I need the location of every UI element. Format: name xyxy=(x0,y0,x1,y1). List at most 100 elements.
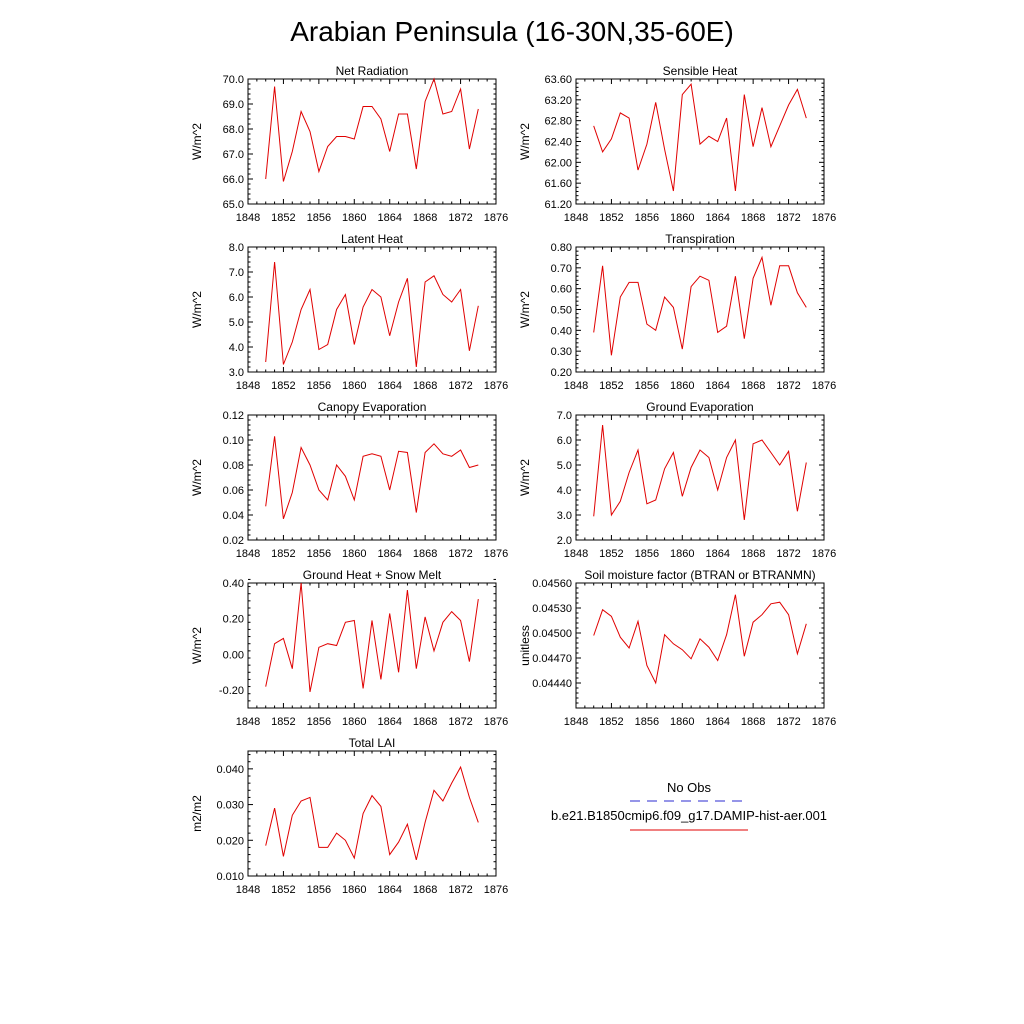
y-tick-label: 8.0 xyxy=(229,242,244,254)
y-axis-label: W/m^2 xyxy=(518,123,532,160)
x-tick-label: 1872 xyxy=(776,212,800,224)
y-tick-label: 0.04440 xyxy=(532,678,572,690)
y-tick-label: 0.010 xyxy=(216,871,244,883)
panel-title: Ground Evaporation xyxy=(646,400,753,414)
x-tick-label: 1860 xyxy=(342,716,366,728)
panel-transpiration: Transpiration 1848 1852 1856 1860 1864 1868 187… xyxy=(518,232,836,392)
y-tick-label: 67.0 xyxy=(223,149,244,161)
plot-frame xyxy=(247,414,497,541)
x-tick-label: 1872 xyxy=(776,548,800,560)
y-axis-label: m2/m2 xyxy=(190,795,204,832)
y-tick-label: 3.0 xyxy=(229,367,244,379)
x-tick-label: 1852 xyxy=(271,548,295,560)
x-tick-label: 1852 xyxy=(599,716,623,728)
x-tick-label: 1856 xyxy=(635,212,659,224)
series-line xyxy=(265,261,479,368)
panel-title: Total LAI xyxy=(349,736,396,750)
x-tick-label: 1864 xyxy=(705,716,729,728)
y-tick-label: 6.0 xyxy=(229,292,244,304)
y-tick-label: 0.04560 xyxy=(532,578,572,590)
x-tick-label: 1860 xyxy=(670,212,694,224)
panel-title: Canopy Evaporation xyxy=(318,400,427,414)
y-tick-label: 0.04530 xyxy=(532,603,572,615)
x-tick-label: 1856 xyxy=(307,212,331,224)
panel-total-lai: Total LAI 1848 1852 1856 1860 1864 1868 1872 187… xyxy=(190,736,508,896)
series-line xyxy=(265,582,479,692)
x-tick-label: 1860 xyxy=(670,716,694,728)
series-line xyxy=(265,765,479,861)
y-tick-label: 68.0 xyxy=(223,124,244,136)
panel-soil-moisture-factor-btran-or-btranmn: Soil moisture factor (BTRAN or BTRANMN) 1… xyxy=(518,568,836,728)
y-tick-label: 0.00 xyxy=(223,649,244,661)
y-tick-label: 62.00 xyxy=(544,157,572,169)
x-tick-label: 1876 xyxy=(484,716,508,728)
x-tick-label: 1848 xyxy=(236,884,260,896)
x-tick-label: 1852 xyxy=(599,548,623,560)
y-tick-label: 0.30 xyxy=(551,346,572,358)
x-tick-label: 1868 xyxy=(413,884,437,896)
y-axis-label: W/m^2 xyxy=(518,459,532,496)
x-tick-label: 1868 xyxy=(741,212,765,224)
y-tick-label: 0.80 xyxy=(551,242,572,254)
x-tick-label: 1856 xyxy=(307,716,331,728)
x-tick-label: 1864 xyxy=(705,212,729,224)
panel-title: Soil moisture factor (BTRAN or BTRANMN) xyxy=(584,568,815,582)
y-tick-label: 0.030 xyxy=(216,800,244,812)
y-tick-label: 0.70 xyxy=(551,263,572,275)
y-tick-label: 0.10 xyxy=(223,435,244,447)
y-tick-label: 6.0 xyxy=(557,435,572,447)
panel-canopy-evaporation: Canopy Evaporation 1848 1852 1856 1860 1864 18… xyxy=(190,400,508,560)
x-tick-label: 1868 xyxy=(413,548,437,560)
y-tick-label: 0.040 xyxy=(216,764,244,776)
x-tick-label: 1856 xyxy=(635,548,659,560)
x-tick-label: 1876 xyxy=(812,716,836,728)
panel-title: Net Radiation xyxy=(336,64,409,78)
y-axis-label: W/m^2 xyxy=(190,123,204,160)
panels: Net Radiation 1848 1852 1856 1860 1864 1868 187… xyxy=(190,64,836,896)
panel-net-radiation: Net Radiation 1848 1852 1856 1860 1864 1868 187… xyxy=(190,64,508,224)
panel-ground-evaporation: Ground Evaporation 1848 1852 1856 1860 1864 18… xyxy=(518,400,836,560)
x-tick-label: 1864 xyxy=(377,380,401,392)
legend-label-model: b.e21.B1850cmip6.f09_g17.DAMIP-hist-aer.… xyxy=(551,808,827,823)
x-tick-label: 1860 xyxy=(342,548,366,560)
x-tick-label: 1872 xyxy=(448,884,472,896)
y-tick-label: 0.04 xyxy=(223,510,244,522)
y-tick-label: 62.80 xyxy=(544,116,572,128)
x-tick-label: 1848 xyxy=(564,548,588,560)
x-tick-label: 1860 xyxy=(342,884,366,896)
y-tick-label: 70.0 xyxy=(223,74,244,86)
series-line xyxy=(265,436,479,519)
plot-frame xyxy=(575,582,825,709)
y-tick-label: 0.04500 xyxy=(532,628,572,640)
x-tick-label: 1848 xyxy=(236,548,260,560)
y-tick-label: 0.50 xyxy=(551,305,572,317)
y-tick-label: 65.0 xyxy=(223,199,244,211)
y-tick-label: 0.40 xyxy=(223,578,244,590)
x-tick-label: 1868 xyxy=(741,548,765,560)
y-tick-label: 5.0 xyxy=(557,460,572,472)
x-tick-label: 1848 xyxy=(564,212,588,224)
y-axis-label: W/m^2 xyxy=(190,627,204,664)
legend-label-no-obs: No Obs xyxy=(667,780,712,795)
y-tick-label: 69.0 xyxy=(223,99,244,111)
x-tick-label: 1872 xyxy=(776,716,800,728)
y-axis-label: unitless xyxy=(518,625,532,666)
x-tick-label: 1876 xyxy=(484,884,508,896)
y-tick-label: 4.0 xyxy=(557,485,572,497)
y-tick-label: 7.0 xyxy=(229,267,244,279)
y-tick-label: 0.20 xyxy=(551,367,572,379)
x-tick-label: 1852 xyxy=(271,884,295,896)
y-tick-label: -0.20 xyxy=(219,685,244,697)
x-tick-label: 1864 xyxy=(377,212,401,224)
x-tick-label: 1864 xyxy=(377,716,401,728)
x-tick-label: 1856 xyxy=(307,884,331,896)
x-tick-label: 1876 xyxy=(812,380,836,392)
x-tick-label: 1852 xyxy=(599,212,623,224)
y-tick-label: 0.02 xyxy=(223,535,244,547)
panel-latent-heat: Latent Heat 1848 1852 1856 1860 1864 1868 1872 1… xyxy=(190,232,508,392)
y-tick-label: 0.60 xyxy=(551,284,572,296)
y-tick-label: 61.20 xyxy=(544,199,572,211)
y-tick-label: 0.12 xyxy=(223,410,244,422)
y-axis-label: W/m^2 xyxy=(518,291,532,328)
x-tick-label: 1852 xyxy=(599,380,623,392)
